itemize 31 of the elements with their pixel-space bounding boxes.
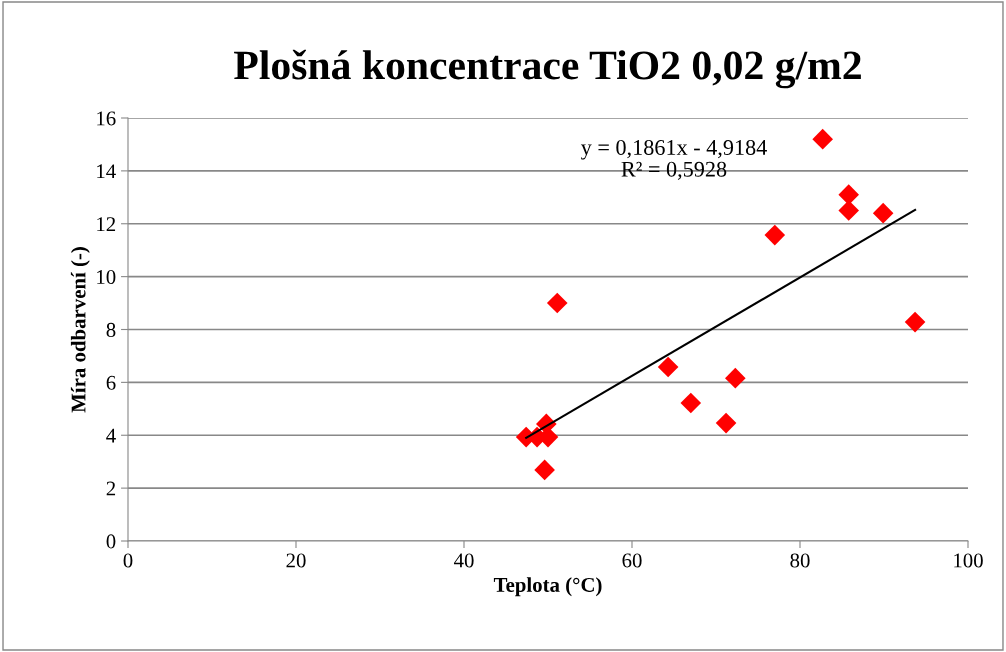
point — [680, 392, 702, 414]
point — [534, 459, 555, 481]
point — [872, 202, 894, 224]
point — [657, 356, 679, 378]
x-tick-label: 100 — [954, 553, 983, 568]
point — [546, 292, 568, 314]
y-tick-label: 2 — [106, 481, 116, 496]
y-tick-label: 10 — [97, 270, 116, 285]
x-tick-label: 40 — [453, 553, 474, 568]
point — [838, 200, 860, 221]
point — [812, 128, 833, 150]
y-tick-label: 0 — [106, 534, 116, 549]
x-tick-label: 0 — [123, 553, 133, 568]
y-tick-label: 14 — [97, 164, 116, 179]
x-tick-label: 20 — [286, 553, 306, 568]
y-tick-label: 8 — [106, 322, 116, 337]
annotation: y = 0,1861x - 4,9184 R² = 0,5928 — [580, 139, 767, 180]
x-tick-label: 80 — [790, 553, 810, 568]
y-tick-label: 6 — [106, 375, 116, 390]
x-axis-title: Teplota (°C) — [493, 577, 602, 597]
y-tick-label: 16 — [97, 111, 116, 126]
point — [715, 412, 737, 434]
y-tick-label: 12 — [97, 217, 116, 231]
point — [904, 311, 926, 333]
chart-title: Plošná koncentrace TiO2 0,02 g/m2 — [234, 49, 861, 89]
point — [725, 367, 746, 389]
y-tick-label: 4 — [106, 428, 116, 443]
y-axis-title: Míra odbarvení (-) — [70, 247, 90, 413]
point — [764, 224, 786, 246]
x-tick-label: 60 — [622, 553, 642, 568]
point — [838, 184, 860, 205]
